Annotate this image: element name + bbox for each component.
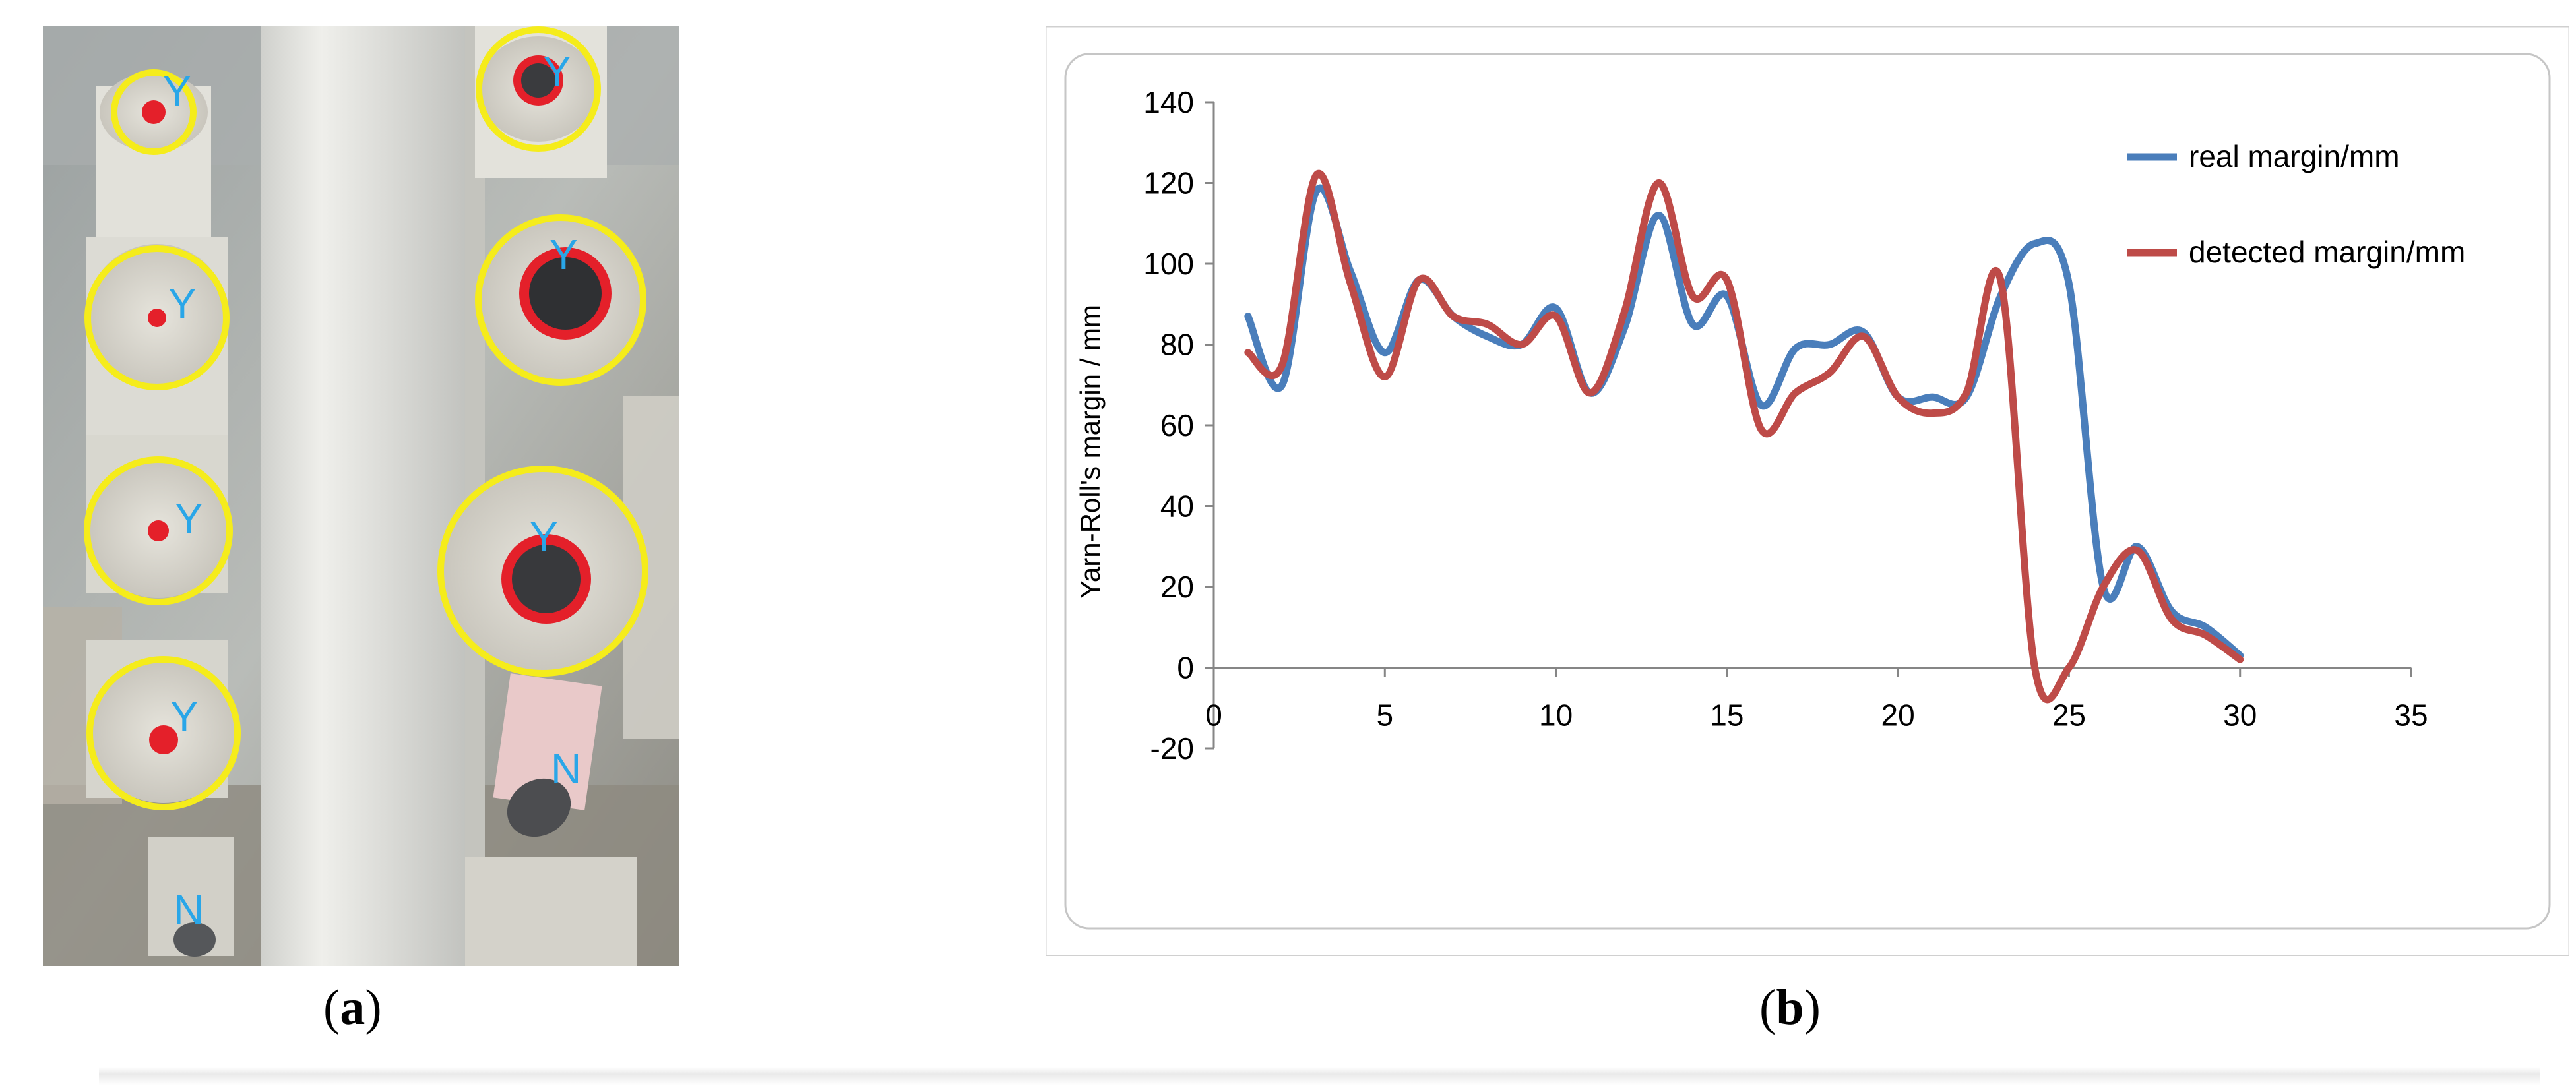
marker-y: Y xyxy=(543,47,571,95)
marker-y: Y xyxy=(530,513,558,560)
marker-y: Y xyxy=(168,280,197,327)
y-tick-label: 140 xyxy=(1143,85,1194,119)
x-tick-label: 5 xyxy=(1376,698,1393,733)
y-tick-label: 40 xyxy=(1160,489,1194,524)
x-tick-label: 35 xyxy=(2394,698,2428,733)
detection-overlay xyxy=(84,26,648,810)
marker-y: Y xyxy=(163,67,191,115)
marker-y: Y xyxy=(170,692,199,740)
marker-n: N xyxy=(551,745,581,793)
y-tick-label: 80 xyxy=(1160,328,1194,362)
x-tick-label: 20 xyxy=(1881,698,1915,733)
marker-y: Y xyxy=(175,495,203,542)
subfigure-label-b: (b) xyxy=(1759,980,1821,1035)
legend-label-detected: detected margin/mm xyxy=(2189,235,2465,269)
x-tick-label: 15 xyxy=(1710,698,1744,733)
y-tick-label: 100 xyxy=(1143,247,1194,281)
x-tick-label: 0 xyxy=(1205,698,1222,733)
x-tick-label: 10 xyxy=(1539,698,1573,733)
plot-area-frame xyxy=(1064,53,2551,930)
y-tick-label: -20 xyxy=(1150,731,1194,766)
series-line-detected xyxy=(1244,169,2244,704)
subfigure-label-a: (a) xyxy=(323,980,382,1035)
y-tick-label: 0 xyxy=(1177,651,1194,685)
yarn-roll-photo: Y Y Y Y Y Y Y N N xyxy=(43,26,679,966)
y-tick-label: 20 xyxy=(1160,570,1194,604)
marker-n: N xyxy=(173,886,204,934)
series-line-real xyxy=(1244,184,2244,659)
caption-edge xyxy=(99,1067,2540,1085)
legend-label-real: real margin/mm xyxy=(2189,139,2400,173)
marker-y: Y xyxy=(550,231,578,278)
x-tick-label: 25 xyxy=(2052,698,2086,733)
margin-chart: -20 0 20 40 60 80 100 120 140 0 5 10 15 20 25 30 35 Yarn-… xyxy=(1046,26,2569,956)
classification-markers: Y Y Y Y Y Y Y N N xyxy=(163,47,581,934)
x-tick-label: 30 xyxy=(2223,698,2257,733)
y-tick-label: 120 xyxy=(1143,166,1194,200)
y-axis-label: Yarn-Roll's margin / mm xyxy=(1075,305,1106,599)
y-tick-label: 60 xyxy=(1160,408,1194,442)
